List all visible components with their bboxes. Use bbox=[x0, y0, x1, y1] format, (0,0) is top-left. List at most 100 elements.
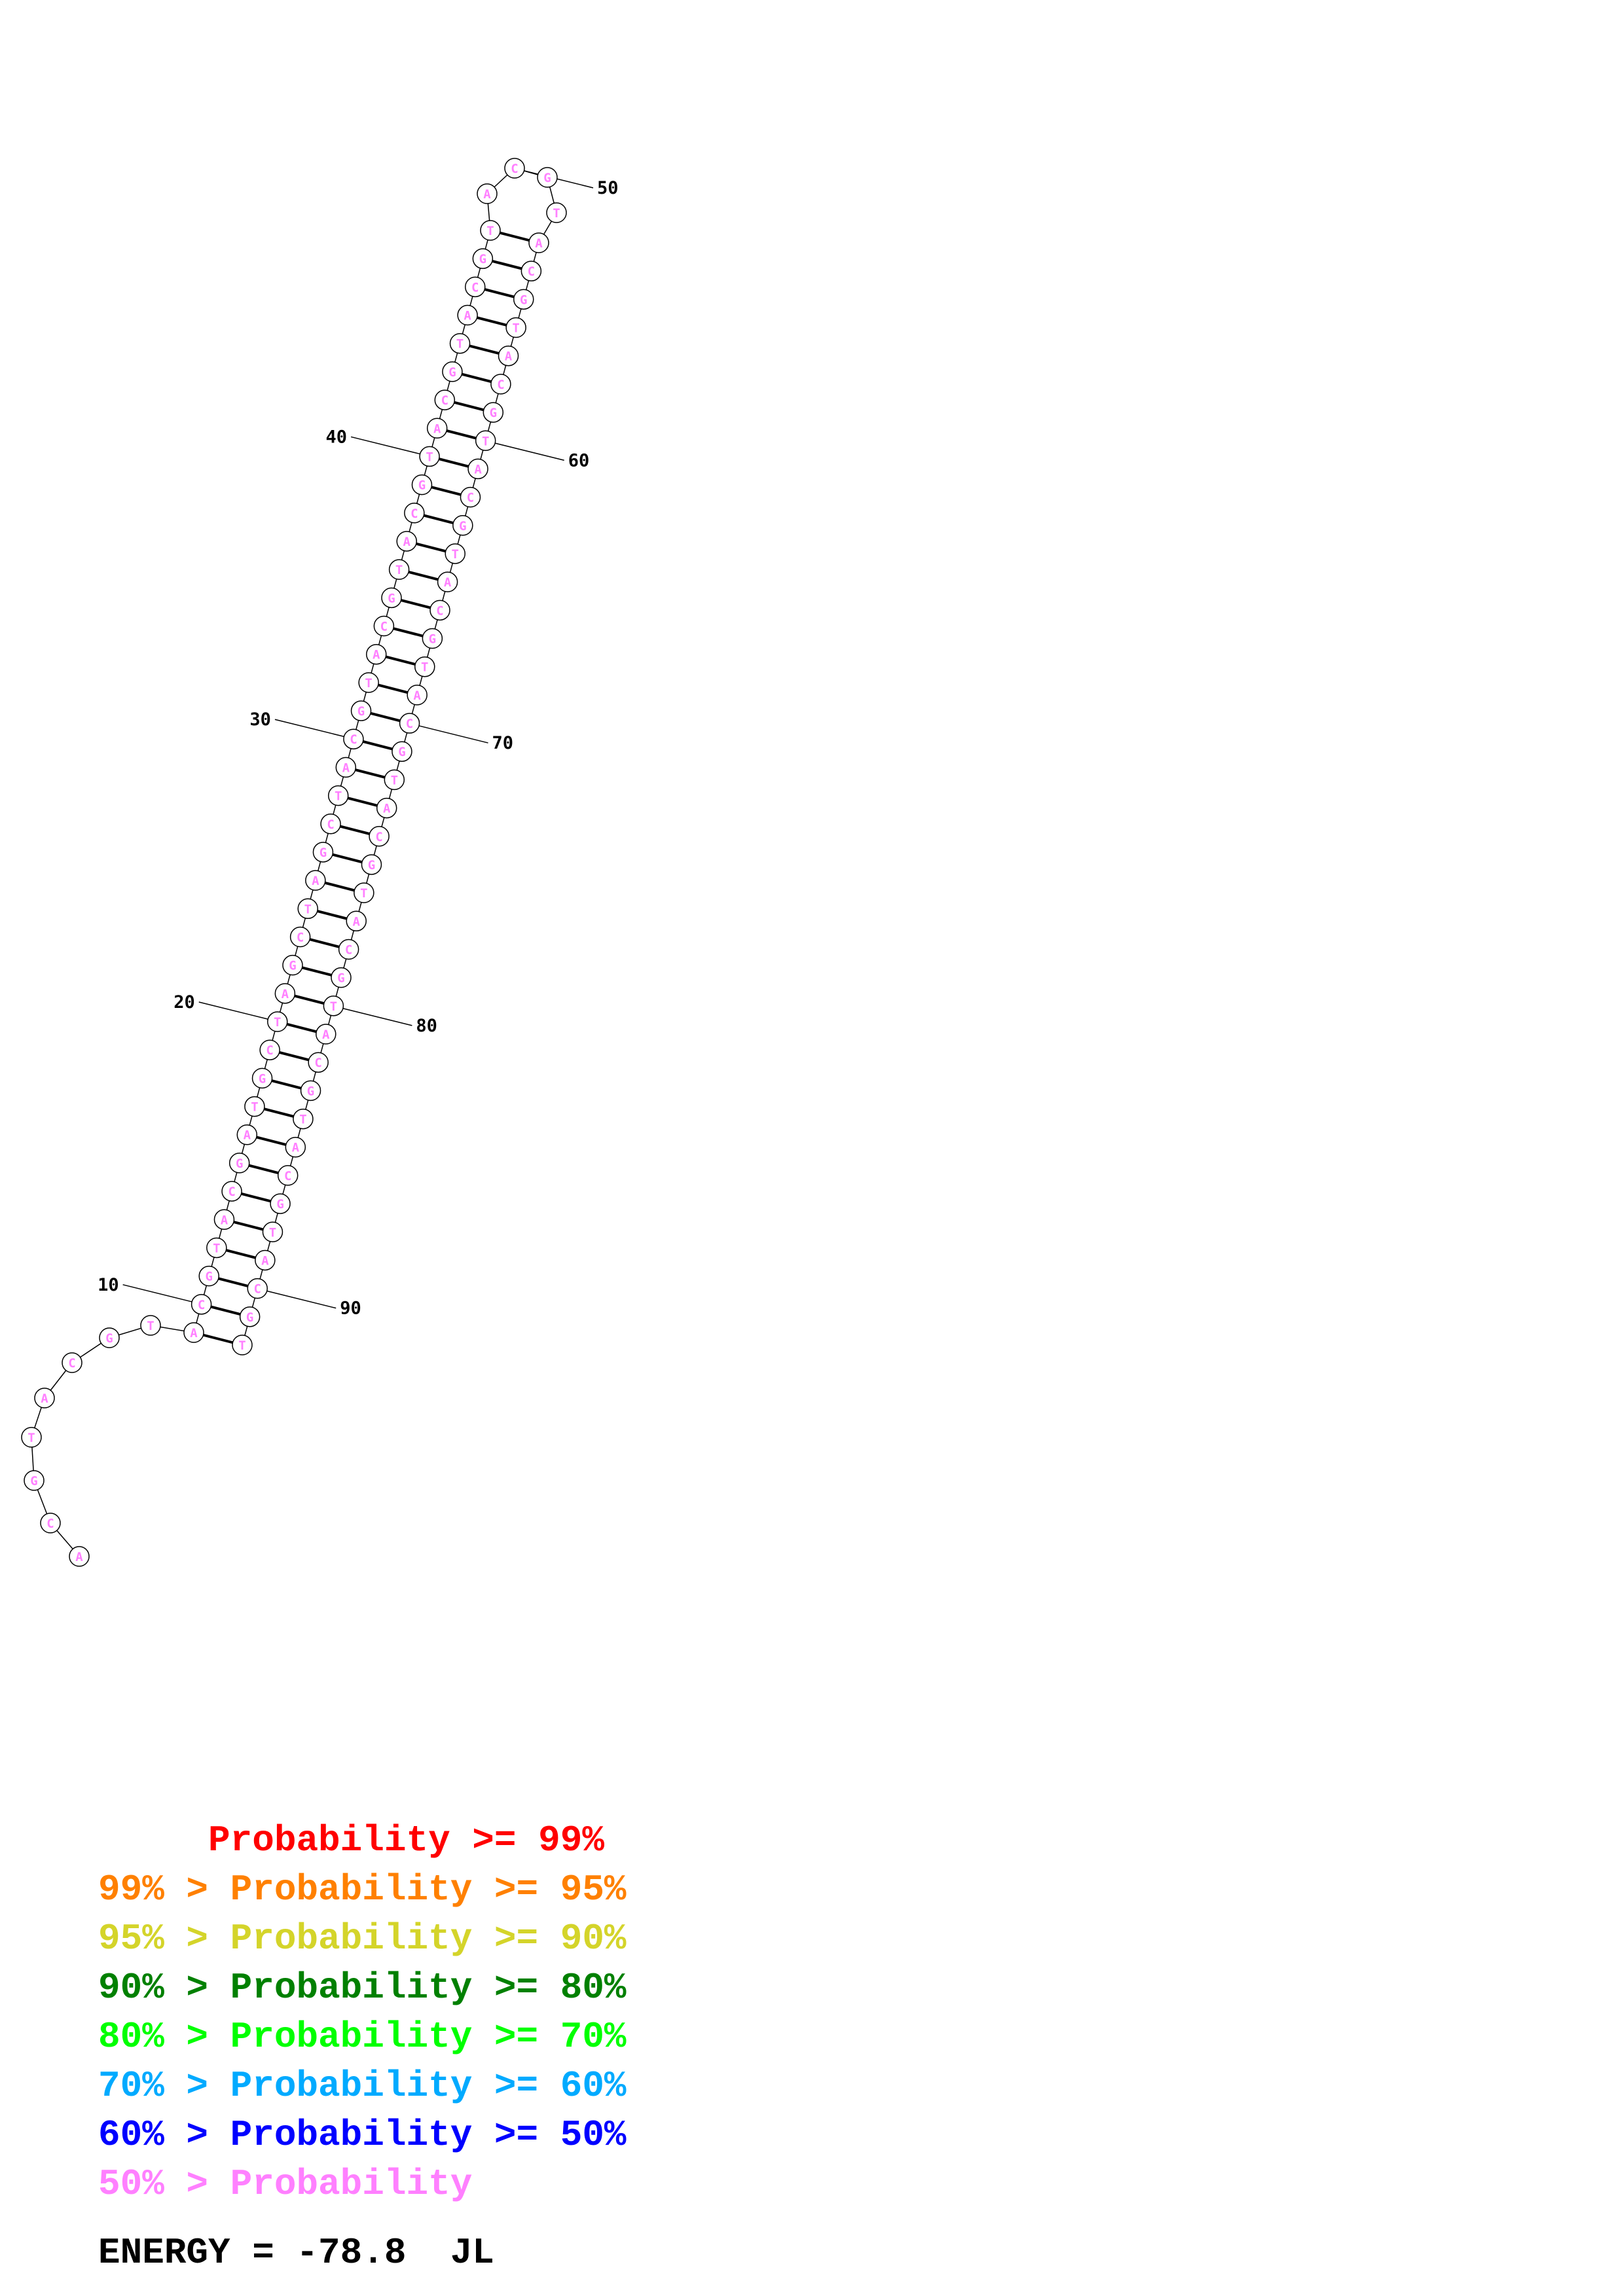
nucleotide: T bbox=[21, 1427, 42, 1448]
nucleotide-letter: G bbox=[30, 1474, 37, 1488]
nucleotide-letter: T bbox=[482, 434, 489, 448]
nucleotide-circle bbox=[396, 531, 417, 552]
nucleotide-letter: G bbox=[520, 293, 527, 307]
nucleotide: G bbox=[452, 515, 473, 536]
nucleotide-letter: C bbox=[497, 378, 504, 392]
nucleotide-circle bbox=[228, 1153, 250, 1174]
nucleotide-letter: A bbox=[483, 187, 491, 202]
nucleotide-letter: T bbox=[330, 999, 337, 1014]
nucleotide-letter: T bbox=[299, 1113, 306, 1127]
nucleotide-circle bbox=[429, 600, 450, 621]
index-label-30: 30 bbox=[249, 709, 271, 730]
nucleotide-circle bbox=[285, 1136, 306, 1158]
nucleotide-letter: A bbox=[221, 1213, 228, 1227]
nucleotide-circle bbox=[251, 1067, 273, 1089]
nucleotide: A bbox=[285, 1136, 306, 1158]
nucleotide-letter: G bbox=[319, 846, 327, 860]
index-label-10: 10 bbox=[98, 1275, 119, 1295]
nucleotide-circle bbox=[422, 628, 443, 649]
nucleotide: C bbox=[490, 374, 511, 395]
nucleotide-letter: T bbox=[269, 1225, 276, 1240]
nucleotide-circle bbox=[460, 486, 481, 508]
nucleotide-letter: C bbox=[436, 603, 443, 618]
legend-line-3: 95% > Probability >= 90% bbox=[98, 1918, 627, 1960]
nucleotide-circle bbox=[191, 1294, 212, 1315]
nucleotide-letter: A bbox=[413, 689, 421, 703]
nucleotide-letter: C bbox=[375, 830, 382, 844]
nucleotide-letter: A bbox=[403, 535, 411, 549]
index-label-70: 70 bbox=[492, 733, 514, 753]
nucleotide-letter: C bbox=[345, 942, 352, 957]
nucleotide-letter: A bbox=[464, 309, 471, 323]
nucleotide-circle bbox=[62, 1352, 82, 1373]
nucleotide-circle bbox=[297, 898, 318, 920]
nucleotide-letter: A bbox=[292, 1141, 300, 1155]
nucleotide: A bbox=[255, 1249, 276, 1271]
nucleotide-circle bbox=[407, 685, 428, 706]
nucleotide: G bbox=[411, 474, 433, 495]
nucleotide: C bbox=[373, 615, 395, 637]
nucleotide: G bbox=[270, 1193, 291, 1214]
nucleotide-letter: G bbox=[206, 1270, 213, 1284]
nucleotide-circle bbox=[513, 289, 534, 310]
nucleotide-letter: A bbox=[312, 874, 319, 888]
nucleotide: A bbox=[69, 1546, 90, 1567]
nucleotide-circle bbox=[520, 260, 542, 281]
index-label-40: 40 bbox=[326, 427, 348, 447]
nucleotide-circle bbox=[369, 826, 390, 847]
nucleotide: C bbox=[465, 276, 486, 298]
nucleotide: G bbox=[472, 248, 494, 269]
nucleotide: G bbox=[392, 741, 412, 762]
nucleotide-letter: C bbox=[254, 1282, 261, 1297]
index-label-90: 90 bbox=[340, 1299, 361, 1319]
nucleotide-circle bbox=[327, 785, 349, 806]
base-pair-bonds bbox=[193, 229, 539, 1346]
nucleotide: G bbox=[422, 628, 443, 649]
nucleotide-circle bbox=[404, 503, 425, 524]
nucleotide: C bbox=[62, 1352, 82, 1373]
nucleotide: C bbox=[40, 1513, 61, 1534]
nucleotide: A bbox=[376, 797, 397, 819]
nucleotide: A bbox=[305, 870, 326, 891]
nucleotide: G bbox=[24, 1470, 45, 1491]
nucleotide: T bbox=[206, 1237, 227, 1259]
nucleotide-circle bbox=[293, 1108, 314, 1130]
index-tick bbox=[419, 725, 488, 744]
nucleotide-circle bbox=[267, 1011, 288, 1032]
nucleotide-circle bbox=[498, 345, 519, 367]
backbone-lines bbox=[31, 168, 557, 1557]
index-label-80: 80 bbox=[416, 1016, 437, 1036]
nucleotide-letter: C bbox=[441, 393, 448, 408]
nucleotide-circle bbox=[24, 1470, 45, 1491]
nucleotide-circle bbox=[300, 1080, 321, 1102]
nucleotide-letter: G bbox=[448, 365, 456, 380]
nucleotide: G bbox=[483, 402, 504, 423]
nucleotide: G bbox=[381, 587, 402, 609]
nucleotide-circle bbox=[414, 656, 435, 677]
nucleotide-circle bbox=[140, 1315, 161, 1336]
nucleotide-circle bbox=[366, 643, 387, 665]
nucleotide-circle bbox=[183, 1322, 204, 1343]
nucleotide-letter: A bbox=[353, 914, 361, 929]
nucleotide-circle bbox=[346, 910, 367, 932]
nucleotide: A bbox=[498, 345, 519, 367]
nucleotide-circle bbox=[34, 1388, 55, 1408]
nucleotide: A bbox=[346, 910, 367, 932]
nucleotide-letter: A bbox=[444, 575, 452, 590]
nucleotide-circle bbox=[289, 926, 311, 948]
legend-line-4: 90% > Probability >= 80% bbox=[98, 1967, 627, 2009]
nucleotide-letter: C bbox=[350, 732, 357, 747]
nucleotide-letter: A bbox=[373, 648, 380, 662]
nucleotide-letter: A bbox=[383, 802, 391, 816]
nucleotide-letter: T bbox=[426, 450, 433, 464]
nucleotide-circle bbox=[69, 1546, 90, 1567]
nucleotide-letter: T bbox=[553, 206, 560, 221]
nucleotide-circle bbox=[259, 1039, 280, 1060]
nucleotide: A bbox=[407, 685, 428, 706]
nucleotide: T bbox=[419, 446, 440, 467]
nucleotide-letter: T bbox=[421, 660, 428, 675]
nucleotide-circle bbox=[388, 559, 410, 580]
nucleotide-letter: A bbox=[244, 1128, 251, 1143]
nucleotide-circle bbox=[419, 446, 440, 467]
nucleotide: G bbox=[350, 700, 372, 721]
